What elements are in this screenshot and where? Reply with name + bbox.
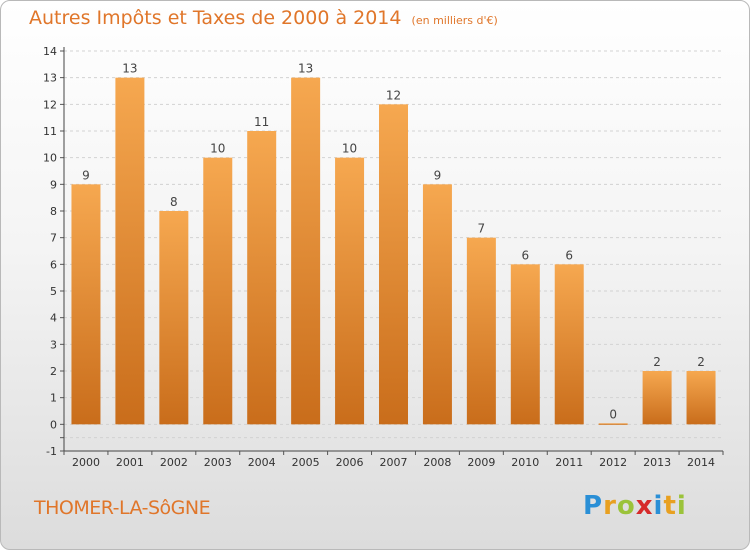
x-tick-label: 2005 [292, 456, 320, 469]
bar [115, 77, 145, 425]
logo-letter: i [653, 491, 664, 521]
y-tick-label: -1 [46, 445, 57, 458]
bar [71, 184, 101, 425]
proxiti-logo: Proxiti [583, 491, 687, 521]
y-tick-label: 14 [43, 45, 57, 58]
logo-letter: P [583, 491, 604, 521]
y-tick-label: 5 [50, 285, 57, 298]
x-tick-label: 2000 [72, 456, 100, 469]
y-tick-label: 10 [43, 152, 57, 165]
bar [554, 264, 584, 425]
y-tick-label: 11 [43, 125, 57, 138]
logo-letter: t [663, 491, 677, 521]
logo-letter: i [676, 491, 687, 521]
data-label: 9 [434, 168, 442, 182]
bar [291, 77, 321, 425]
y-tick-label: 6 [50, 258, 57, 271]
y-tick-label: 4 [50, 312, 57, 325]
chart-title: Autres Impôts et Taxes de 2000 à 2014 (e… [29, 7, 498, 29]
data-label: 2 [653, 355, 661, 369]
y-tick-label: 1 [50, 392, 57, 405]
commune-name: THOMER-LA-SôGNE [34, 497, 211, 519]
data-label: 0 [609, 407, 617, 421]
data-label: 6 [565, 248, 573, 262]
y-tick-label: 8 [50, 205, 57, 218]
y-tick-label: 12 [43, 98, 57, 111]
x-tick-label: 2003 [204, 456, 232, 469]
data-label: 6 [521, 248, 529, 262]
data-label: 10 [210, 142, 225, 156]
logo-letter: o [616, 491, 636, 521]
bar [159, 211, 189, 425]
y-tick-label: 9 [50, 178, 57, 191]
chart-subtitle: (en milliers d'€) [411, 14, 498, 27]
x-tick-label: 2006 [336, 456, 364, 469]
data-label: 2 [697, 355, 705, 369]
bar [379, 104, 408, 425]
x-tick-label: 2013 [643, 456, 671, 469]
bar [510, 264, 540, 425]
data-label: 13 [122, 62, 137, 76]
bar [686, 371, 716, 425]
y-tick-label: 13 [43, 72, 57, 85]
logo-letter: r [603, 491, 617, 521]
x-tick-label: 2014 [687, 456, 715, 469]
x-tick-label: 2011 [555, 456, 583, 469]
x-tick-label: 2002 [160, 456, 188, 469]
data-label: 8 [170, 195, 178, 209]
bar [466, 237, 496, 425]
logo-letter: x [635, 491, 654, 521]
x-tick-label: 2001 [116, 456, 144, 469]
data-label: 7 [478, 222, 486, 236]
data-label: 12 [386, 88, 401, 102]
x-tick-label: 2012 [599, 456, 627, 469]
y-tick-label: 0 [50, 418, 57, 431]
x-tick-label: 2009 [467, 456, 495, 469]
bar [247, 131, 277, 425]
y-tick-label: 3 [50, 338, 57, 351]
x-tick-label: 2008 [423, 456, 451, 469]
data-label: 10 [342, 142, 357, 156]
bar [598, 423, 628, 425]
y-tick-label: 2 [50, 365, 57, 378]
bar [203, 157, 233, 425]
x-tick-label: 2010 [511, 456, 539, 469]
data-label: 11 [254, 115, 269, 129]
bar [335, 157, 365, 425]
chart-title-text: Autres Impôts et Taxes de 2000 à 2014 [29, 7, 402, 29]
data-label: 13 [298, 62, 313, 76]
x-tick-label: 2004 [248, 456, 276, 469]
bar [642, 371, 672, 425]
data-label: 9 [82, 168, 90, 182]
bar [422, 184, 452, 425]
x-tick-label: 2007 [380, 456, 408, 469]
y-tick-label: 7 [50, 232, 57, 245]
